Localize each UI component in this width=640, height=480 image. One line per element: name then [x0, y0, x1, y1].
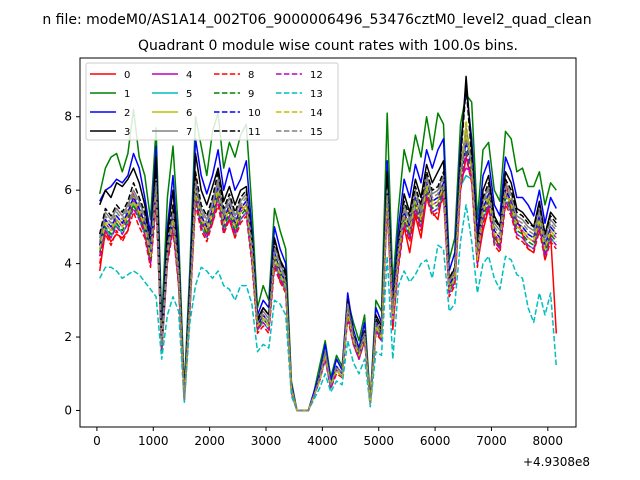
x-tick-label: 5000: [363, 434, 394, 448]
legend-label-5: 5: [186, 89, 192, 100]
legend-label-0: 0: [124, 70, 130, 81]
series-line-15: [98, 138, 557, 412]
plot-frame: [79, 57, 577, 428]
x-tick-label: 2000: [194, 434, 225, 448]
y-tick-label: 4: [64, 257, 72, 271]
x-tick-label: 4000: [307, 434, 338, 448]
x-tick-label: 0: [93, 434, 101, 448]
legend-label-9: 9: [248, 89, 254, 100]
legend-label-3: 3: [124, 127, 130, 138]
legend-label-13: 13: [310, 89, 323, 100]
y-tick-label: 2: [64, 330, 72, 344]
legend-label-14: 14: [310, 108, 323, 119]
series-lines: [98, 75, 558, 412]
legend-label-8: 8: [248, 70, 254, 81]
y-tick-label: 6: [64, 183, 72, 197]
x-tick-label: 7000: [476, 434, 507, 448]
x-tick-label: 1000: [138, 434, 169, 448]
legend-label-12: 12: [310, 70, 323, 81]
legend-label-4: 4: [186, 70, 192, 81]
x-tick-label: 6000: [420, 434, 451, 448]
legend-box: [85, 62, 339, 141]
y-axis: 0 2 4 6 8: [64, 110, 80, 417]
legend-label-2: 2: [124, 108, 130, 119]
legend-label-11: 11: [248, 127, 261, 138]
legend-label-10: 10: [248, 108, 261, 119]
y-tick-label: 8: [64, 110, 72, 124]
x-offset-label: +4.9308e8: [523, 455, 590, 469]
x-tick-label: 3000: [251, 434, 282, 448]
figure-suptitle: n file: modeM0/AS1A14_002T06_9000006496_…: [42, 12, 591, 28]
series-line-13: [99, 204, 558, 412]
x-axis: 0 1000 2000 3000 4000 5000 6000 7000 8000: [93, 427, 563, 448]
chart-title: Quadrant 0 module wise count rates with …: [138, 38, 518, 54]
legend-label-1: 1: [124, 89, 130, 100]
legend-label-15: 15: [310, 127, 323, 138]
x-tick-label: 8000: [533, 434, 564, 448]
legend-label-6: 6: [186, 108, 192, 119]
y-tick-label: 0: [64, 403, 72, 417]
legend-label-7: 7: [186, 127, 192, 138]
series-line-2: [99, 86, 557, 412]
